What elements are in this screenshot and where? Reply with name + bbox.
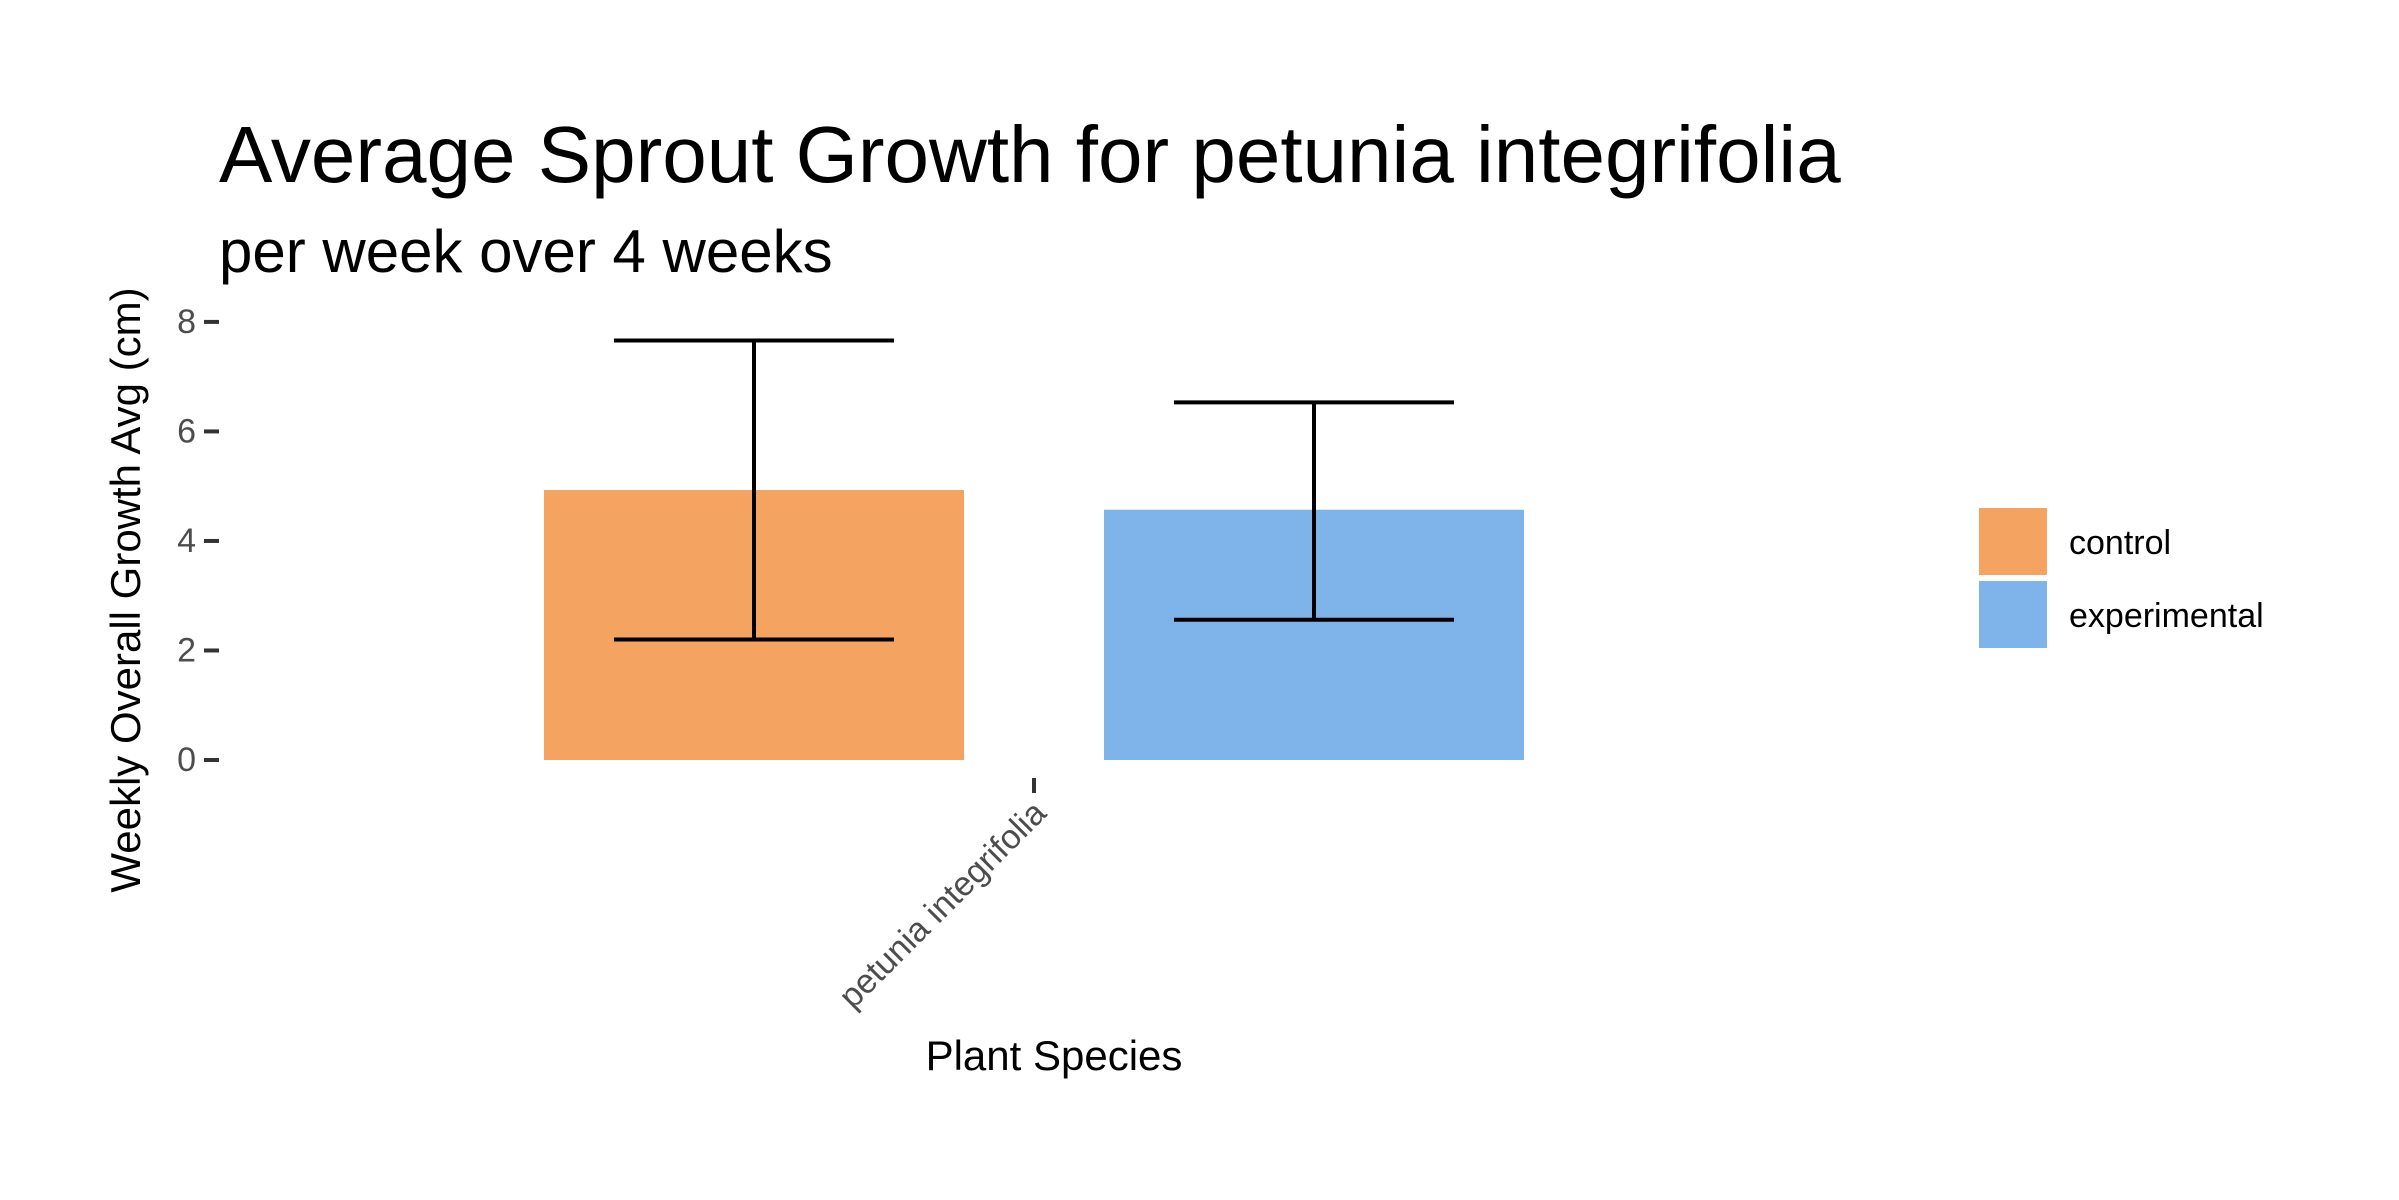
chart-subtitle: per week over 4 weeks [219,218,833,285]
legend: control experimental [1979,508,2264,648]
legend-label: experimental [2069,597,2264,635]
y-axis-title: Weekly Overall Growth Avg (cm) [102,287,149,892]
legend-key-experimental [1979,581,2047,648]
y-tick-label: 4 [177,522,196,560]
y-axis-ticks: 0 2 4 6 8 [177,303,219,779]
x-axis-ticks: petunia integrifolia [832,778,1054,1016]
x-axis-title: Plant Species [926,1032,1183,1079]
x-tick-label: petunia integrifolia [832,794,1054,1016]
y-tick-label: 6 [177,412,196,450]
y-tick-label: 0 [177,741,196,779]
y-tick-label: 8 [177,303,196,341]
chart-title: Average Sprout Growth for petunia integr… [219,110,1841,199]
y-tick-label: 2 [177,631,196,669]
legend-label: control [2069,524,2171,562]
error-bars-layer [614,338,1454,642]
bars-layer [544,490,1524,760]
legend-key-control [1979,508,2047,575]
